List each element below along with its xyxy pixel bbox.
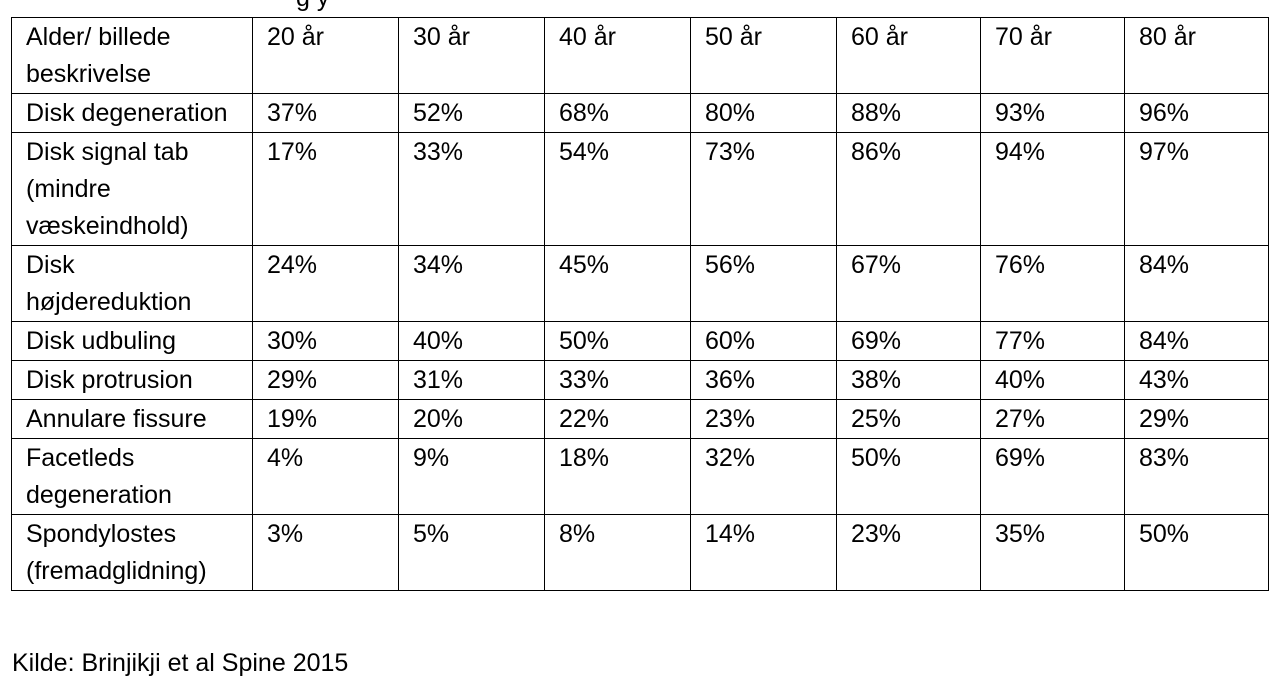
value-cell: 23% — [836, 514, 981, 591]
value-cell: 19% — [252, 399, 399, 439]
row-label-cell: Disk protrusion — [11, 360, 253, 400]
value-cell: 20% — [398, 399, 545, 439]
value-cell: 93% — [980, 93, 1125, 133]
column-header: 30 år — [398, 17, 545, 94]
value-cell: 84% — [1124, 321, 1269, 361]
row-label-cell: Facetleds degeneration — [11, 438, 253, 515]
value-cell: 3% — [252, 514, 399, 591]
row-label-cell: Annulare fissure — [11, 399, 253, 439]
value-cell: 50% — [544, 321, 691, 361]
value-cell: 69% — [980, 438, 1125, 515]
value-cell: 40% — [980, 360, 1125, 400]
value-cell: 14% — [690, 514, 837, 591]
value-cell: 23% — [690, 399, 837, 439]
value-cell: 68% — [544, 93, 691, 133]
value-cell: 24% — [252, 245, 399, 322]
value-cell: 30% — [252, 321, 399, 361]
value-cell: 37% — [252, 93, 399, 133]
value-cell: 29% — [252, 360, 399, 400]
table-row: Facetleds degeneration 4% 9% 18% 32% 50% 69% 83… — [11, 438, 1269, 515]
value-cell: 76% — [980, 245, 1125, 322]
table-row: Disk højdereduktion 24% 34% 45% 56% 67% 76% 84% — [11, 245, 1269, 322]
value-cell: 45% — [544, 245, 691, 322]
value-cell: 31% — [398, 360, 545, 400]
cropped-heading-text: g y — [296, 0, 329, 13]
table-row: Disk udbuling 30% 40% 50% 60% 69% 77% 84% — [11, 321, 1269, 361]
value-cell: 84% — [1124, 245, 1269, 322]
value-cell: 67% — [836, 245, 981, 322]
value-cell: 33% — [544, 360, 691, 400]
value-cell: 33% — [398, 132, 545, 246]
value-cell: 96% — [1124, 93, 1269, 133]
value-cell: 38% — [836, 360, 981, 400]
source-citation: Kilde: Brinjikji et al Spine 2015 — [12, 649, 349, 677]
value-cell: 8% — [544, 514, 691, 591]
value-cell: 40% — [398, 321, 545, 361]
header-label-cell: Alder/ billede beskrivelse — [11, 17, 253, 94]
value-cell: 18% — [544, 438, 691, 515]
value-cell: 54% — [544, 132, 691, 246]
table-row: Disk protrusion 29% 31% 33% 36% 38% 40% 43% — [11, 360, 1269, 400]
column-header: 40 år — [544, 17, 691, 94]
row-label-cell: Spondylostes (fremadglidning) — [11, 514, 253, 591]
cropped-heading: g y — [0, 0, 1282, 18]
row-label-cell: Disk højdereduktion — [11, 245, 253, 322]
value-cell: 27% — [980, 399, 1125, 439]
value-cell: 97% — [1124, 132, 1269, 246]
value-cell: 32% — [690, 438, 837, 515]
value-cell: 73% — [690, 132, 837, 246]
value-cell: 94% — [980, 132, 1125, 246]
age-findings-table: Alder/ billede beskrivelse 20 år 30 år 4… — [11, 17, 1269, 591]
value-cell: 56% — [690, 245, 837, 322]
value-cell: 83% — [1124, 438, 1269, 515]
column-header: 50 år — [690, 17, 837, 94]
column-header: 70 år — [980, 17, 1125, 94]
value-cell: 9% — [398, 438, 545, 515]
column-header: 60 år — [836, 17, 981, 94]
value-cell: 35% — [980, 514, 1125, 591]
value-cell: 86% — [836, 132, 981, 246]
value-cell: 50% — [836, 438, 981, 515]
column-header: 80 år — [1124, 17, 1269, 94]
row-label-cell: Disk degeneration — [11, 93, 253, 133]
value-cell: 43% — [1124, 360, 1269, 400]
value-cell: 36% — [690, 360, 837, 400]
value-cell: 34% — [398, 245, 545, 322]
table-row: Spondylostes (fremadglidning) 3% 5% 8% 14% 23… — [11, 514, 1269, 591]
value-cell: 52% — [398, 93, 545, 133]
table-row: Annulare fissure 19% 20% 22% 23% 25% 27% 29% — [11, 399, 1269, 439]
table-row: Disk signal tab (mindre væskeindhold) 17%… — [11, 132, 1269, 246]
table-row: Disk degeneration 37% 52% 68% 80% 88% 93% 96% — [11, 93, 1269, 133]
value-cell: 60% — [690, 321, 837, 361]
value-cell: 22% — [544, 399, 691, 439]
value-cell: 4% — [252, 438, 399, 515]
value-cell: 25% — [836, 399, 981, 439]
value-cell: 50% — [1124, 514, 1269, 591]
value-cell: 77% — [980, 321, 1125, 361]
value-cell: 5% — [398, 514, 545, 591]
value-cell: 17% — [252, 132, 399, 246]
value-cell: 88% — [836, 93, 981, 133]
row-label-cell: Disk signal tab (mindre væskeindhold) — [11, 132, 253, 246]
value-cell: 69% — [836, 321, 981, 361]
value-cell: 80% — [690, 93, 837, 133]
value-cell: 29% — [1124, 399, 1269, 439]
table-header-row: Alder/ billede beskrivelse 20 år 30 år 4… — [11, 17, 1269, 94]
row-label-cell: Disk udbuling — [11, 321, 253, 361]
column-header: 20 år — [252, 17, 399, 94]
